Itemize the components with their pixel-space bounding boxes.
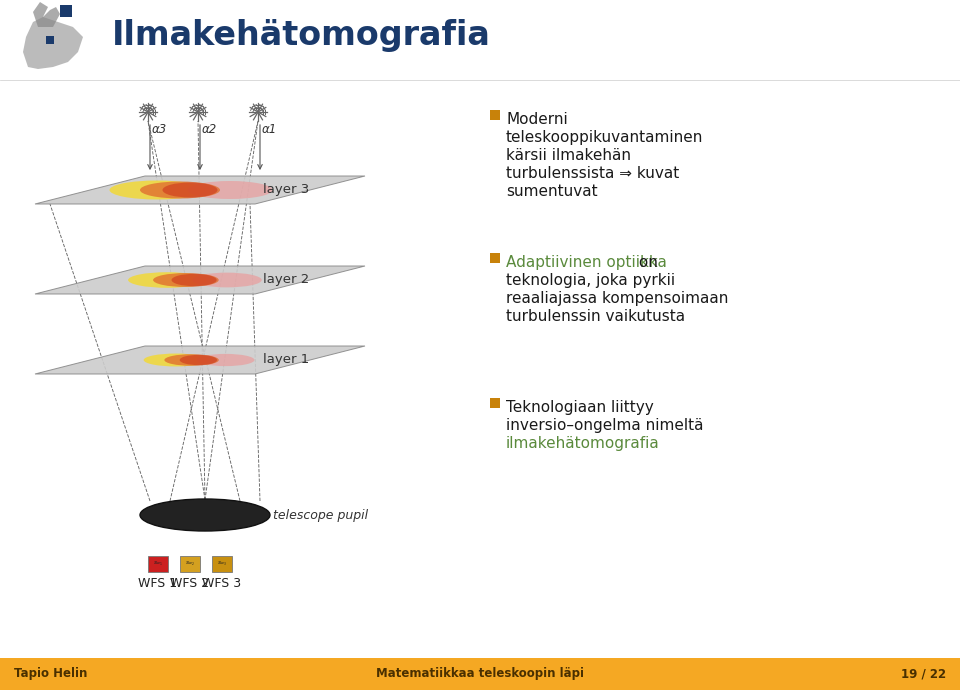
Text: kärsii ilmakehän: kärsii ilmakehän bbox=[506, 148, 631, 163]
Text: inversio–ongelma nimeltä: inversio–ongelma nimeltä bbox=[506, 418, 704, 433]
Bar bbox=[490, 110, 500, 120]
Ellipse shape bbox=[197, 354, 254, 366]
Text: on: on bbox=[635, 255, 658, 270]
Ellipse shape bbox=[172, 274, 217, 286]
Text: WFS 1: WFS 1 bbox=[138, 577, 178, 590]
Text: turbulenssin vaikutusta: turbulenssin vaikutusta bbox=[506, 309, 685, 324]
Text: α3: α3 bbox=[152, 123, 167, 136]
Bar bbox=[0, 658, 960, 690]
Ellipse shape bbox=[128, 273, 206, 288]
Text: reaaliajassa kompensoimaan: reaaliajassa kompensoimaan bbox=[506, 291, 729, 306]
Text: teknologia, joka pyrkii: teknologia, joka pyrkii bbox=[506, 273, 675, 288]
Polygon shape bbox=[35, 346, 365, 374]
Text: Adaptiivinen optiikka: Adaptiivinen optiikka bbox=[506, 255, 667, 270]
Bar bbox=[46, 36, 54, 44]
Text: ilmakehätomografia: ilmakehätomografia bbox=[506, 436, 660, 451]
Ellipse shape bbox=[164, 354, 219, 366]
FancyBboxPatch shape bbox=[148, 556, 168, 572]
Text: Tapio Helin: Tapio Helin bbox=[14, 667, 87, 680]
Text: teleskooppikuvantaminen: teleskooppikuvantaminen bbox=[506, 130, 704, 145]
Ellipse shape bbox=[180, 355, 217, 365]
Bar bbox=[490, 398, 500, 408]
Bar bbox=[60, 5, 72, 17]
Text: turbulenssista ⇒ kuvat: turbulenssista ⇒ kuvat bbox=[506, 166, 680, 181]
Bar bbox=[490, 253, 500, 263]
Polygon shape bbox=[23, 17, 83, 69]
Text: $s_{\alpha_1}$: $s_{\alpha_1}$ bbox=[153, 560, 163, 569]
Text: α2: α2 bbox=[202, 123, 217, 136]
Text: Teknologiaan liittyy: Teknologiaan liittyy bbox=[506, 400, 654, 415]
Text: $s_{\alpha_2}$: $s_{\alpha_2}$ bbox=[185, 560, 195, 569]
Text: 19 / 22: 19 / 22 bbox=[900, 667, 946, 680]
Ellipse shape bbox=[140, 499, 270, 531]
Text: layer 1: layer 1 bbox=[263, 353, 309, 366]
Text: α1: α1 bbox=[262, 123, 277, 136]
Polygon shape bbox=[35, 266, 365, 294]
Text: Ilmakehätomografia: Ilmakehätomografia bbox=[112, 19, 491, 52]
Text: layer 2: layer 2 bbox=[263, 273, 309, 286]
FancyBboxPatch shape bbox=[212, 556, 232, 572]
Ellipse shape bbox=[153, 273, 219, 287]
Text: Matematiikkaa teleskoopin läpi: Matematiikkaa teleskoopin läpi bbox=[376, 667, 584, 680]
Ellipse shape bbox=[140, 181, 220, 199]
Text: sumentuvat: sumentuvat bbox=[506, 184, 598, 199]
Ellipse shape bbox=[162, 182, 218, 197]
Ellipse shape bbox=[187, 181, 273, 199]
Polygon shape bbox=[35, 176, 365, 204]
Text: telescope pupil: telescope pupil bbox=[273, 509, 368, 522]
Ellipse shape bbox=[109, 181, 204, 199]
Text: layer 3: layer 3 bbox=[263, 184, 309, 197]
Text: WFS 3: WFS 3 bbox=[203, 577, 242, 590]
Text: $s_{\alpha_3}$: $s_{\alpha_3}$ bbox=[217, 560, 227, 569]
Ellipse shape bbox=[192, 273, 262, 287]
Text: Moderni: Moderni bbox=[506, 112, 567, 127]
Polygon shape bbox=[33, 2, 60, 27]
Ellipse shape bbox=[144, 353, 208, 366]
Text: WFS 2: WFS 2 bbox=[171, 577, 209, 590]
FancyBboxPatch shape bbox=[180, 556, 200, 572]
